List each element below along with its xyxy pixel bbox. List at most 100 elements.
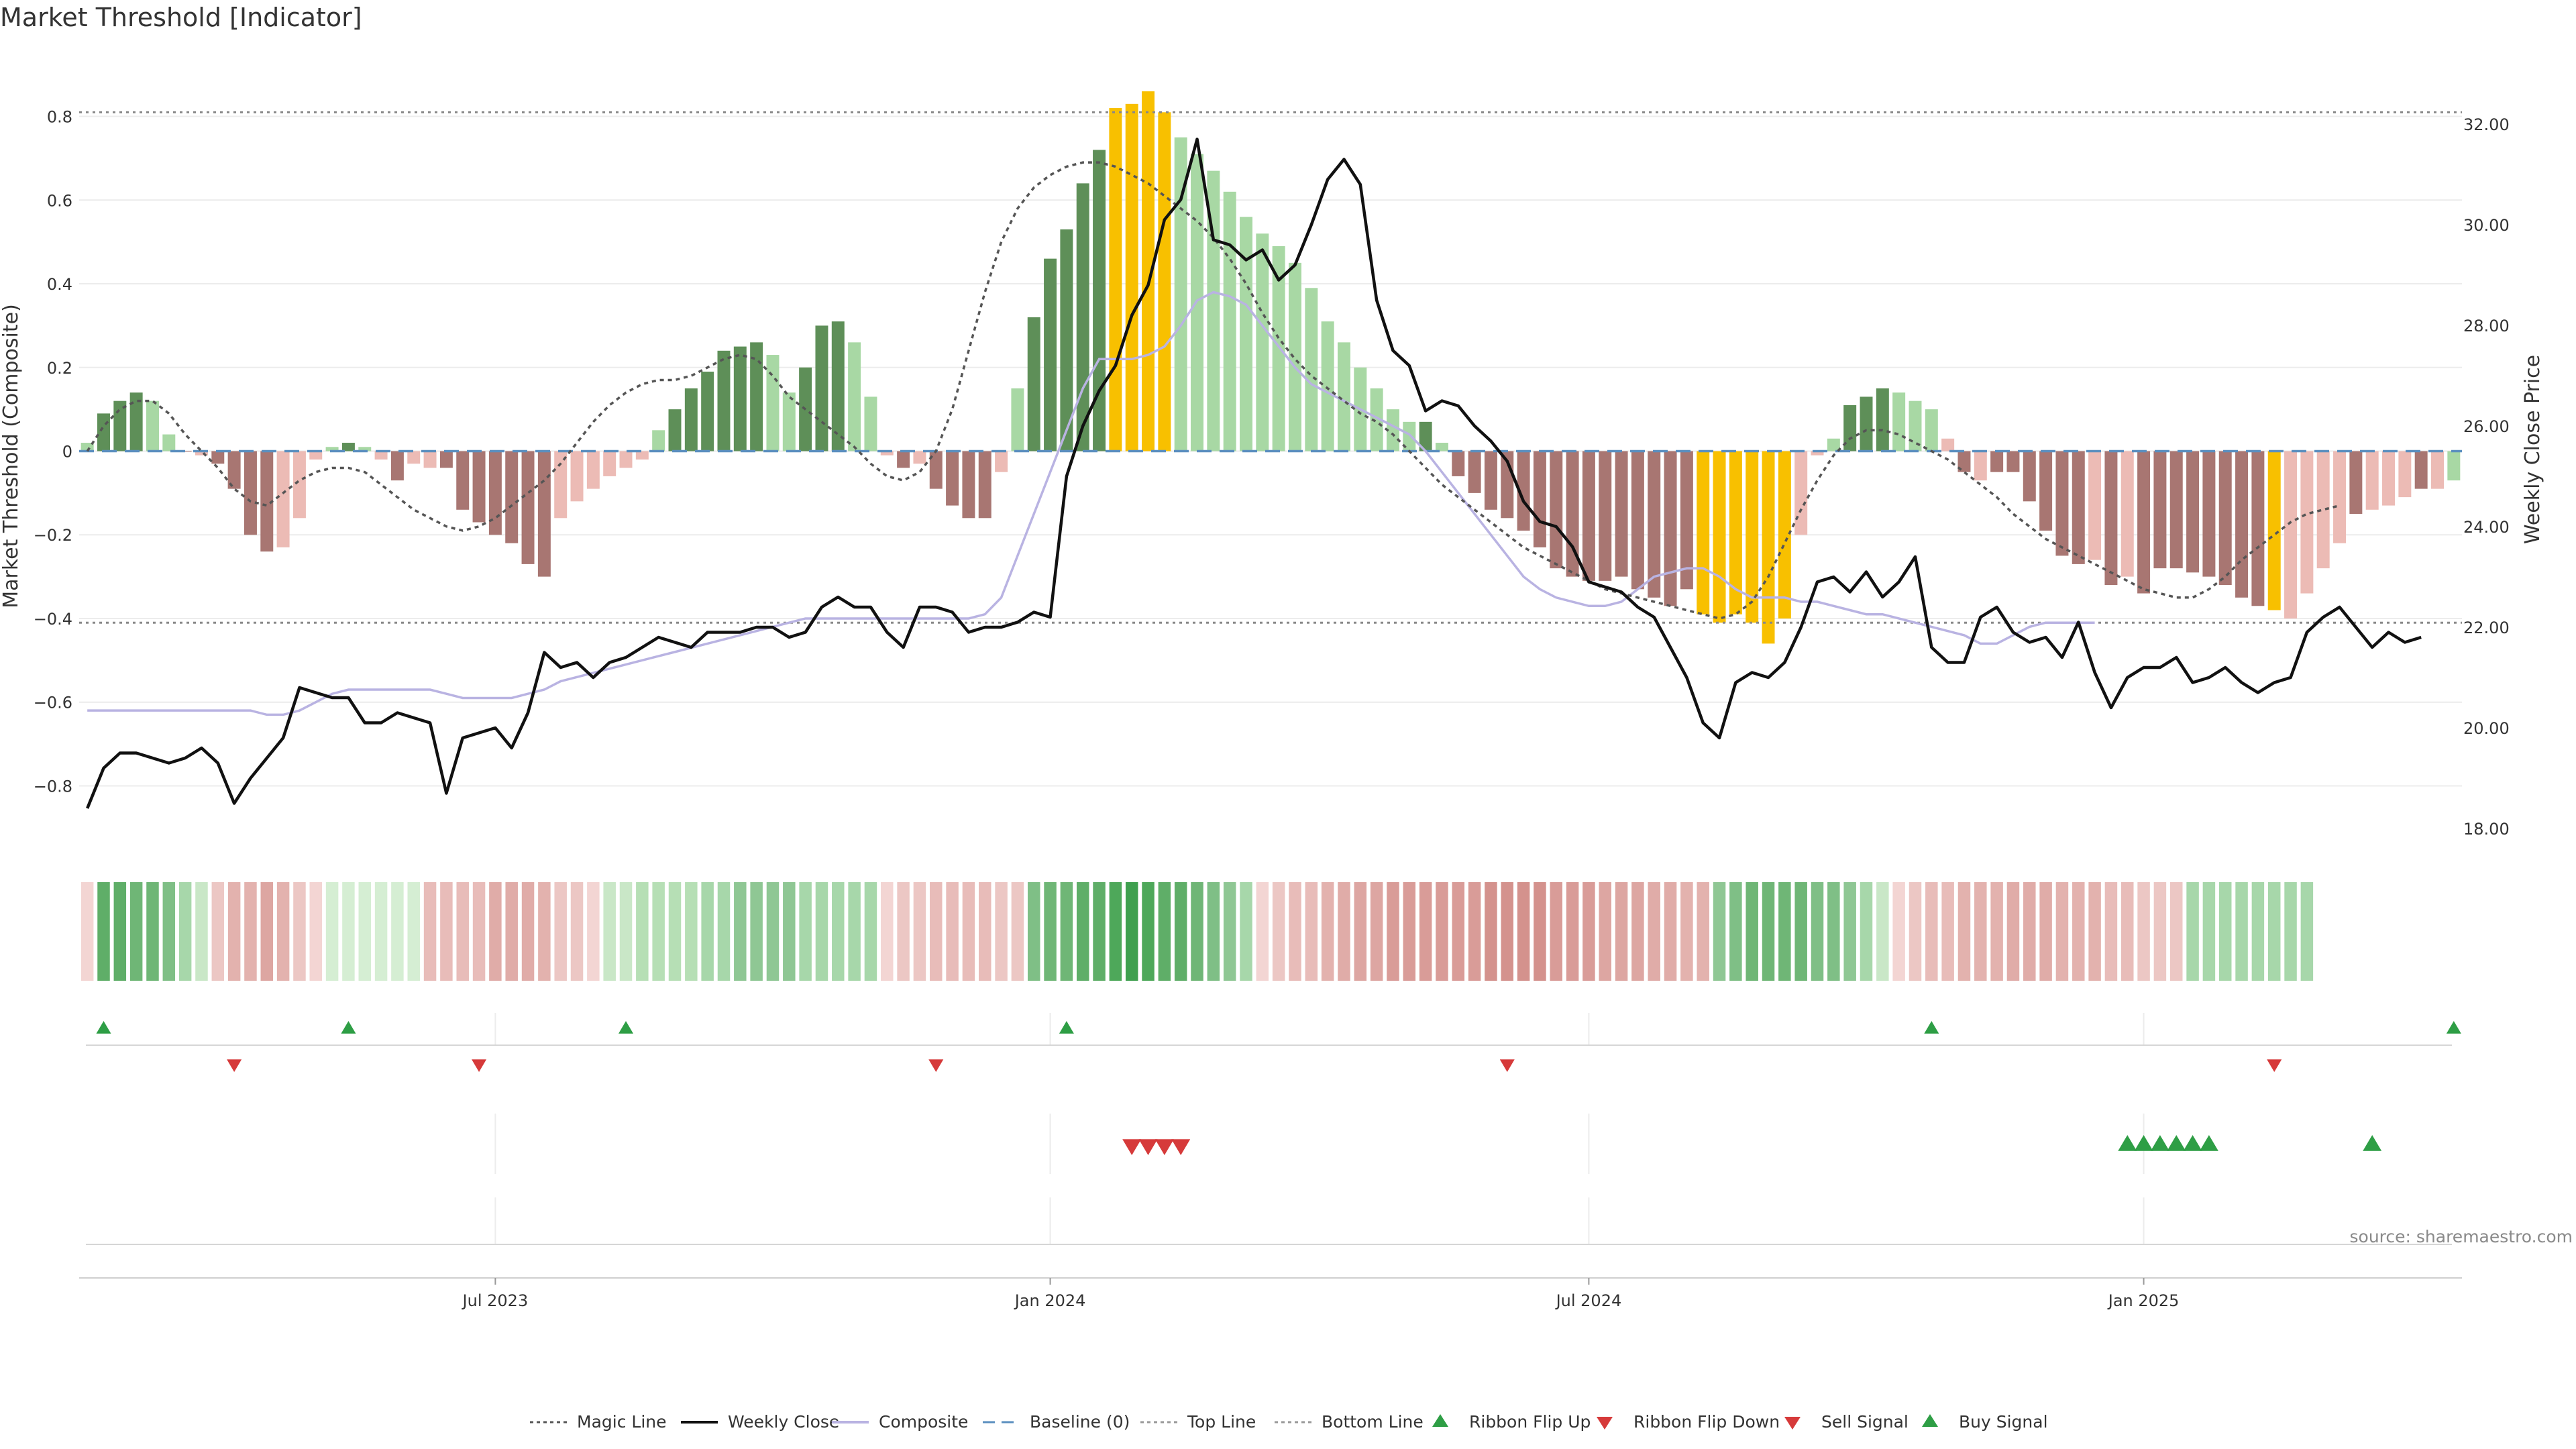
legend-item: Weekly Close (681, 1412, 839, 1432)
ribbon-flip-up-marker (1924, 1021, 1939, 1034)
ribbon-cell (2186, 882, 2199, 981)
composite-bar (929, 451, 943, 489)
ribbon-cell (1550, 882, 1562, 981)
series-lines (79, 111, 2462, 809)
ribbon-cell (897, 882, 910, 981)
composite-bar (1109, 108, 1122, 451)
ribbon-cell (1599, 882, 1611, 981)
ribbon-cell (1615, 882, 1628, 981)
ribbon-cell (1990, 882, 2003, 981)
y2-tick-label: 20.00 (2463, 719, 2510, 738)
buy-signal-marker (2150, 1135, 2169, 1151)
ribbon-cell (750, 882, 763, 981)
ribbon-strip (80, 882, 2314, 981)
legend: Magic Line Weekly Close Composite Baseline … (530, 1412, 2048, 1432)
buy-signal-marker (2183, 1135, 2202, 1151)
y2-tick-label: 22.00 (2463, 619, 2510, 637)
ribbon-cell (1664, 882, 1677, 981)
sell-signal-marker (1122, 1139, 1142, 1155)
buy-signal-marker (2118, 1135, 2137, 1151)
y2-axis-label: Weekly Close Price (2521, 355, 2544, 544)
ribbon-cell (2170, 882, 2183, 981)
composite-bar (1811, 451, 1824, 455)
ribbon-cell (293, 882, 306, 981)
composite-bar (1370, 388, 1383, 451)
ribbon-cell (1974, 882, 1987, 981)
composite-bar (1289, 262, 1301, 451)
legend-label: Magic Line (577, 1412, 667, 1432)
source-note: source: sharemaestro.com (2350, 1227, 2573, 1246)
ribbon-cell (1044, 882, 1057, 981)
legend-item: Magic Line (530, 1412, 667, 1432)
axes: 0.8 0.6 0.4 0.2 0 −0.2 −0.4 −0.6 −0.8 32.00 30.00 2… (34, 108, 2510, 839)
composite-bar (2284, 451, 2298, 619)
composite-bar (505, 451, 519, 543)
ribbon-flip-down-marker (227, 1059, 242, 1072)
composite-bar (913, 451, 926, 464)
composite-bar (978, 451, 991, 519)
weekly-close-line (86, 138, 2422, 809)
ribbon-cell (554, 882, 567, 981)
composite-bar (684, 388, 698, 451)
composite-bar (1550, 451, 1563, 569)
composite-bar (2023, 451, 2036, 502)
ribbon-cell (1452, 882, 1465, 981)
ribbon-cell (1860, 882, 1873, 981)
composite-bars (80, 91, 2461, 644)
composite-bar (1876, 388, 1889, 451)
ribbon-cell (685, 882, 698, 981)
composite-bar (2431, 451, 2444, 489)
ribbon-cell (1631, 882, 1644, 981)
ribbon-cell (1957, 882, 1971, 981)
ribbon-cell (1843, 882, 1856, 981)
composite-bar (309, 451, 323, 460)
composite-bar (195, 451, 208, 455)
ribbon-cell (717, 882, 731, 981)
ribbon-cell (1109, 882, 1122, 981)
ribbon-cell (587, 882, 600, 981)
ribbon-cell (701, 882, 714, 981)
composite-bar (341, 443, 355, 451)
composite-bar (2365, 451, 2379, 510)
ribbon-cell (1370, 882, 1383, 981)
ribbon-cell (407, 882, 420, 981)
composite-bar (2414, 451, 2428, 489)
ribbon-cell (1566, 882, 1579, 981)
ribbon-cell (489, 882, 502, 981)
composite-bar (2072, 451, 2085, 564)
composite-bar (1582, 451, 1595, 581)
composite-bar (750, 342, 763, 451)
legend-item: Buy Signal (1922, 1412, 2048, 1432)
x-tick-label: Jul 2024 (1555, 1291, 1622, 1310)
ribbon-cell (2121, 882, 2134, 981)
legend-label: Composite (879, 1412, 968, 1432)
legend-item: Composite (832, 1412, 968, 1432)
legend-label: Ribbon Flip Up (1469, 1412, 1591, 1432)
composite-bar (1337, 342, 1350, 451)
composite-bar (995, 451, 1008, 472)
composite-bar (766, 355, 780, 451)
ribbon-flip-up-marker (2446, 1021, 2461, 1034)
ribbon-cell (456, 882, 469, 981)
composite-bar (1533, 451, 1546, 547)
composite-bar (864, 396, 877, 451)
composite-bar (701, 372, 714, 451)
ribbon-cell (766, 882, 780, 981)
ribbon-cell (2023, 882, 2036, 981)
ribbon-cell (1403, 882, 1416, 981)
ribbon-cell (1534, 882, 1546, 981)
ribbon-cell (946, 882, 959, 981)
legend-item: Sell Signal (1784, 1412, 1909, 1432)
composite-bar (2055, 451, 2069, 556)
ribbon-flip-down-marker (2267, 1059, 2282, 1072)
composite-bar (717, 350, 731, 451)
composite-bar (1468, 451, 1481, 493)
composite-bar (1125, 103, 1138, 451)
ribbon-cell (1125, 882, 1138, 981)
ribbon-cell (1762, 882, 1775, 981)
ribbon-cell (358, 882, 371, 981)
composite-bar (897, 451, 910, 468)
buy-signal-marker (2363, 1135, 2382, 1151)
composite-bar (2447, 451, 2461, 481)
